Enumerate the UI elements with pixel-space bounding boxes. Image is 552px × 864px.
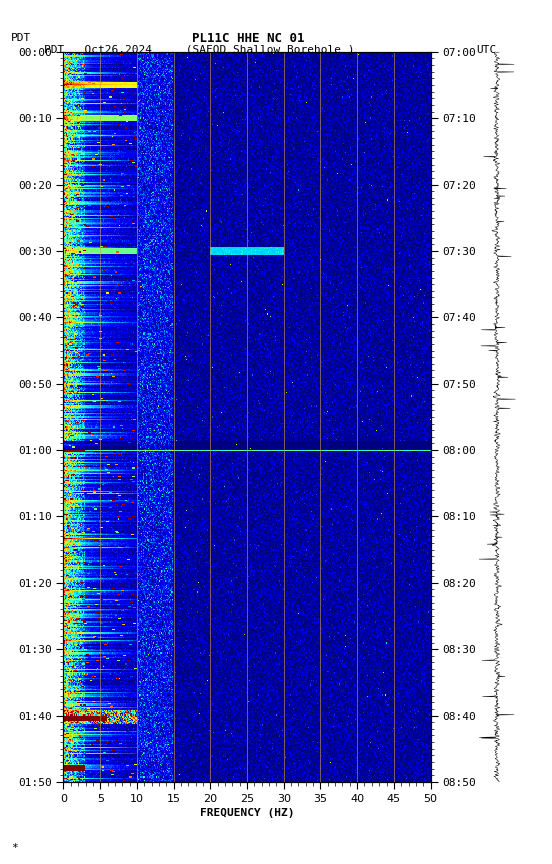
Text: PDT   Oct26,2024     (SAFOD Shallow Borehole ): PDT Oct26,2024 (SAFOD Shallow Borehole ) [44,45,355,55]
Text: UTC: UTC [476,45,497,55]
Text: PDT: PDT [11,33,31,43]
X-axis label: FREQUENCY (HZ): FREQUENCY (HZ) [200,808,294,818]
Text: *: * [11,843,18,853]
Text: PL11C HHE NC 01: PL11C HHE NC 01 [192,32,305,45]
